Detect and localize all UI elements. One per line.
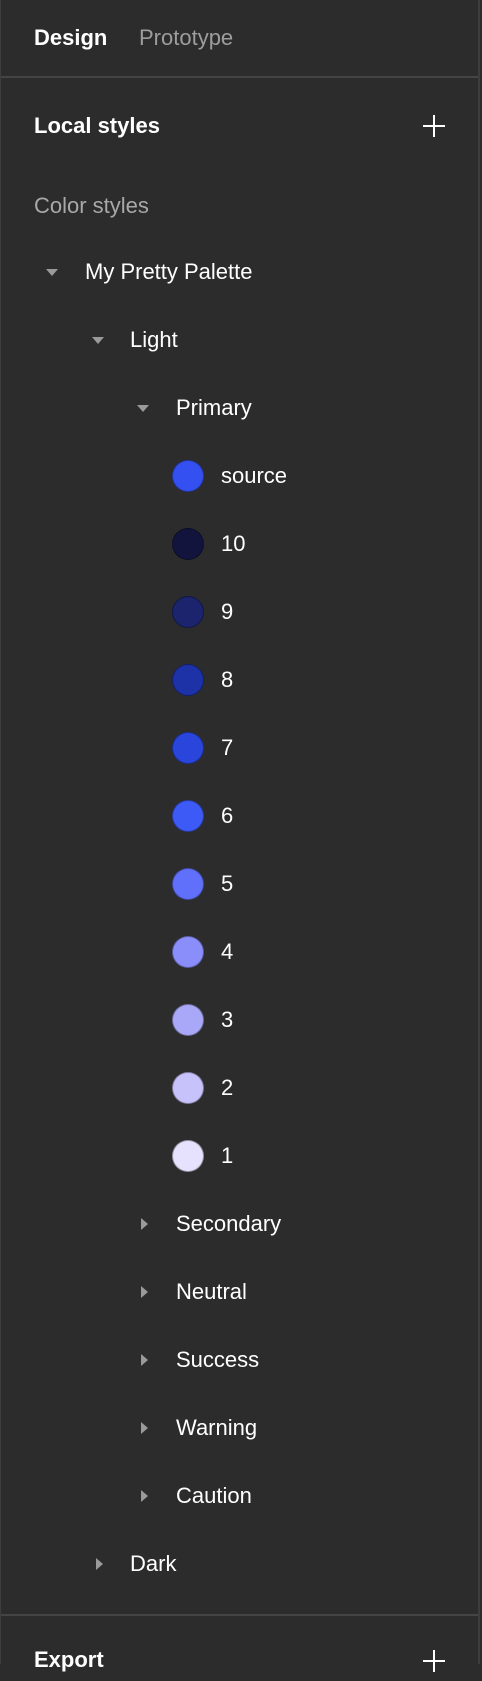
color-swatch: [172, 936, 204, 968]
color-style-label: 1: [221, 1143, 234, 1168]
tree-item-label: My Pretty Palette: [85, 259, 253, 284]
color-style-item[interactable]: 10: [1, 510, 478, 578]
color-swatch: [172, 1072, 204, 1104]
color-style-item[interactable]: 4: [1, 918, 478, 986]
color-style-label: source: [221, 463, 288, 488]
color-style-item[interactable]: 7: [1, 714, 478, 782]
local-styles-title: Local styles: [34, 113, 160, 138]
caret-right-icon[interactable]: [137, 1421, 151, 1435]
tree-item-light[interactable]: Light: [1, 306, 478, 374]
tree-item-palette[interactable]: My Pretty Palette: [1, 238, 478, 306]
color-style-item[interactable]: 5: [1, 850, 478, 918]
tree-item-success[interactable]: Success: [1, 1326, 478, 1394]
color-style-label: 4: [221, 939, 234, 964]
color-styles-heading: Color styles: [34, 193, 149, 218]
caret-right-icon[interactable]: [92, 1557, 106, 1571]
tree-item-label: Secondary: [176, 1211, 282, 1236]
color-swatch: [172, 460, 204, 492]
export-section-title: Export: [34, 1647, 104, 1672]
tree-item-label: Warning: [176, 1415, 258, 1440]
section-divider: [1, 1614, 478, 1616]
color-style-item[interactable]: 6: [1, 782, 478, 850]
color-swatch: [172, 528, 204, 560]
tree-item-label: Primary: [176, 395, 252, 420]
tree-item-caution[interactable]: Caution: [1, 1462, 478, 1530]
color-swatch: [172, 800, 204, 832]
caret-down-icon[interactable]: [136, 401, 150, 415]
color-style-label: 9: [221, 599, 234, 624]
caret-right-icon[interactable]: [137, 1217, 151, 1231]
color-swatch: [172, 1140, 204, 1172]
color-style-label: 7: [221, 735, 234, 760]
caret-down-icon[interactable]: [91, 333, 105, 347]
tree-item-warning[interactable]: Warning: [1, 1394, 478, 1462]
caret-right-icon[interactable]: [137, 1353, 151, 1367]
tree-item-label: Caution: [176, 1483, 252, 1508]
color-style-label: 10: [221, 531, 246, 556]
color-style-item[interactable]: 1: [1, 1122, 478, 1190]
color-style-label: 3: [221, 1007, 234, 1032]
plus-icon: [423, 1650, 445, 1672]
color-swatch: [172, 868, 204, 900]
color-swatch: [172, 1004, 204, 1036]
color-style-label: 8: [221, 667, 234, 692]
color-style-label: 6: [221, 803, 234, 828]
color-style-item[interactable]: 8: [1, 646, 478, 714]
tab-prototype[interactable]: Prototype: [139, 25, 234, 50]
tree-item-neutral[interactable]: Neutral: [1, 1258, 478, 1326]
tree-item-dark[interactable]: Dark: [1, 1530, 478, 1598]
color-style-item[interactable]: 2: [1, 1054, 478, 1122]
color-style-label: 5: [221, 871, 234, 896]
tree-item-primary[interactable]: Primary: [1, 374, 478, 442]
color-style-item[interactable]: 3: [1, 986, 478, 1054]
caret-right-icon[interactable]: [137, 1489, 151, 1503]
add-style-button[interactable]: [419, 111, 449, 141]
tab-design[interactable]: Design: [34, 25, 108, 50]
caret-down-icon[interactable]: [45, 265, 59, 279]
color-swatch: [172, 664, 204, 696]
color-style-label: 2: [221, 1075, 234, 1100]
caret-right-icon[interactable]: [137, 1285, 151, 1299]
add-export-button[interactable]: [419, 1646, 449, 1676]
tree-item-label: Success: [176, 1347, 260, 1372]
tree-item-label: Light: [130, 327, 178, 352]
tree-item-label: Neutral: [176, 1279, 247, 1304]
plus-icon: [423, 115, 445, 137]
tree-item-label: Dark: [130, 1551, 177, 1576]
color-style-item[interactable]: 9: [1, 578, 478, 646]
tree-item-secondary[interactable]: Secondary: [1, 1190, 478, 1258]
panel-tabs: Design Prototype: [1, 0, 478, 78]
color-style-item[interactable]: source: [1, 442, 478, 510]
color-swatch: [172, 596, 204, 628]
color-swatch: [172, 732, 204, 764]
